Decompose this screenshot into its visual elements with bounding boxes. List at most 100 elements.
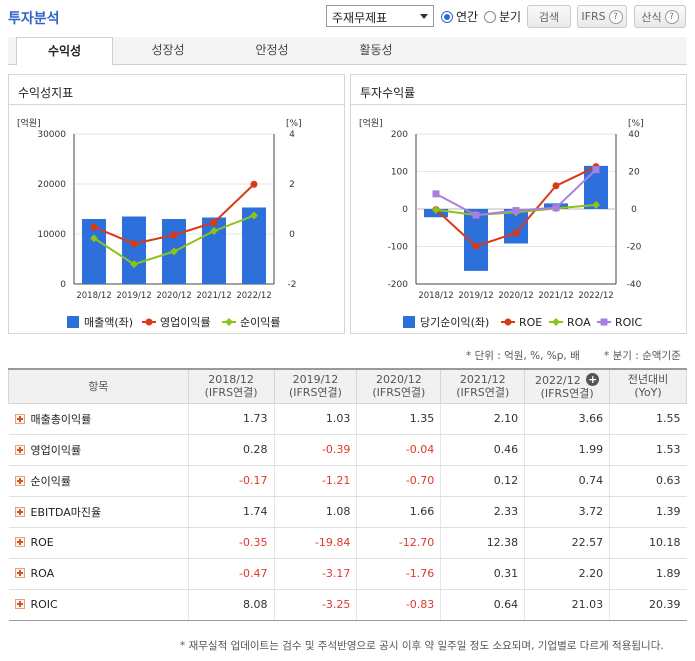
formula-help-button[interactable]: 산식 ? [634,5,686,28]
x-tick-label: 2022/12 [236,291,271,301]
table-cell: 1.03 [273,403,357,435]
table-row: 매출총이익률 1.73 1.03 1.35 2.10 3.66 1.55 [8,403,687,435]
table-cell: -1.21 [273,465,357,497]
ifrs-help-button[interactable]: IFRS ? [577,5,627,28]
add-column-icon[interactable]: + [586,372,600,386]
legend-label: 영업이익률 [160,316,211,329]
table-cell: 0.12 [440,465,525,497]
legend-label: ROE [519,316,542,329]
table-cell: 0.28 [187,434,275,466]
column-header-item: 항목 [8,368,189,404]
x-tick-label: 2020/12 [156,291,191,301]
statement-type-select[interactable]: 주재무제표 [326,5,434,27]
top-bar: 투자분석 주재무제표 연간 분기 검색 IFRS ? 산식 ? [0,0,695,34]
table-cell: -3.25 [273,589,357,621]
help-icon: ? [664,9,679,24]
row-label[interactable]: EBITDA마진율 [8,496,189,528]
table-cell: -3.17 [273,558,357,590]
legend-label: 당기순이익(좌) [420,316,489,329]
expand-plus-icon[interactable] [14,475,25,486]
table-row: 영업이익률 0.28 -0.39 -0.04 0.46 1.99 1.53 [8,434,687,466]
table-cell: 1.66 [356,496,441,528]
x-tick-label: 2021/12 [538,291,573,301]
column-header-period: 2022/12 + (IFRS연결) [524,368,611,404]
y-axis-label-left: [억원] [359,117,383,129]
radio-selected-icon [441,10,453,23]
data-point [170,247,178,256]
expand-plus-icon[interactable] [14,599,25,609]
data-point [130,240,138,248]
x-tick-label: 2021/12 [196,291,231,301]
annual-radio[interactable]: 연간 [441,8,478,25]
column-header-period: 2020/12 (IFRS연결) [356,368,442,404]
table-cell: -0.17 [187,465,275,497]
table-row: ROE -0.35 -19.84 -12.70 12.38 22.57 10.18 [8,527,687,559]
row-label[interactable]: ROE [8,527,189,559]
yoy-cell: 10.18 [609,527,687,559]
tab-stability[interactable]: 안정성 [255,43,289,57]
y-tick-label-right: -40 [627,280,642,290]
legend-marker [145,318,153,326]
row-label[interactable]: 매출총이익률 [8,403,189,435]
y-tick-label-left: 100 [391,168,408,178]
row-label[interactable]: ROA [8,558,189,590]
bar [122,216,146,284]
data-point [210,227,218,235]
data-point [592,200,600,209]
unit-note: * 단위 : 억원, %, %p, 배 [466,350,580,362]
row-label[interactable]: 순이익률 [8,465,189,497]
data-point [90,223,98,231]
expand-plus-icon[interactable] [14,537,25,547]
legend-label: 순이익률 [240,316,280,329]
table-cell: 0.64 [440,589,525,621]
chevron-down-icon [420,14,428,19]
quarter-radio[interactable]: 분기 [484,8,521,25]
table-header-row: 항목 2018/12 (IFRS연결) 2019/12 (IFRS연결) 2020/… [8,368,687,404]
legend-marker [504,318,512,326]
expand-plus-icon[interactable] [14,413,25,424]
y-tick-label-right: 20 [628,168,640,178]
data-point [250,211,258,220]
row-label[interactable]: 영업이익률 [8,434,189,466]
page-title: 투자분석 [8,11,60,27]
yoy-cell: 1.39 [609,496,687,528]
legend-label: 매출액(좌) [84,316,133,329]
table-cell: 3.72 [524,496,610,528]
y-tick-label-left: -100 [388,243,409,253]
row-label[interactable]: ROIC [8,589,189,621]
tab-growth[interactable]: 성장성 [151,43,185,57]
expand-plus-icon[interactable] [14,444,25,455]
table-cell: 21.03 [524,589,610,621]
data-point [130,260,138,269]
yoy-cell: 20.39 [609,589,687,621]
panel-title: 투자수익률 [351,75,686,105]
legend-bar-swatch [67,316,79,328]
annual-radio-label: 연간 [456,10,479,24]
radio-unselected-icon [484,10,496,23]
table-cell: -0.70 [356,465,441,497]
y-tick-label-left: 10000 [37,230,66,240]
table-cell: 1.74 [187,496,275,528]
expand-plus-icon[interactable] [14,506,25,517]
profitability-table: 항목 2018/12 (IFRS연결) 2019/12 (IFRS연결) 2020/… [8,368,687,621]
table-cell: -19.84 [273,527,357,559]
table-cell: 2.33 [440,496,525,528]
table-cell: 1.08 [273,496,357,528]
y-tick-label-right: 4 [289,130,295,140]
column-header-period: 2021/12 (IFRS연결) [440,368,526,404]
table-cell: 0.46 [440,434,525,466]
expand-plus-icon[interactable] [14,568,25,578]
formula-label: 산식 [641,10,662,24]
y-tick-label-right: 40 [628,130,640,140]
table-cell: 22.57 [524,527,610,559]
tab-profitability[interactable]: 수익성 [16,37,113,66]
table-row: 순이익률 -0.17 -1.21 -0.70 0.12 0.74 0.63 [8,465,687,497]
tab-activity[interactable]: 활동성 [359,43,393,57]
search-button[interactable]: 검색 [527,5,571,28]
data-point [552,204,560,212]
data-point [512,229,520,237]
table-row: ROA -0.47 -3.17 -1.76 0.31 2.20 1.89 [8,558,687,590]
y-tick-label-right: 0 [289,230,295,240]
y-tick-label-right: -2 [288,280,297,290]
